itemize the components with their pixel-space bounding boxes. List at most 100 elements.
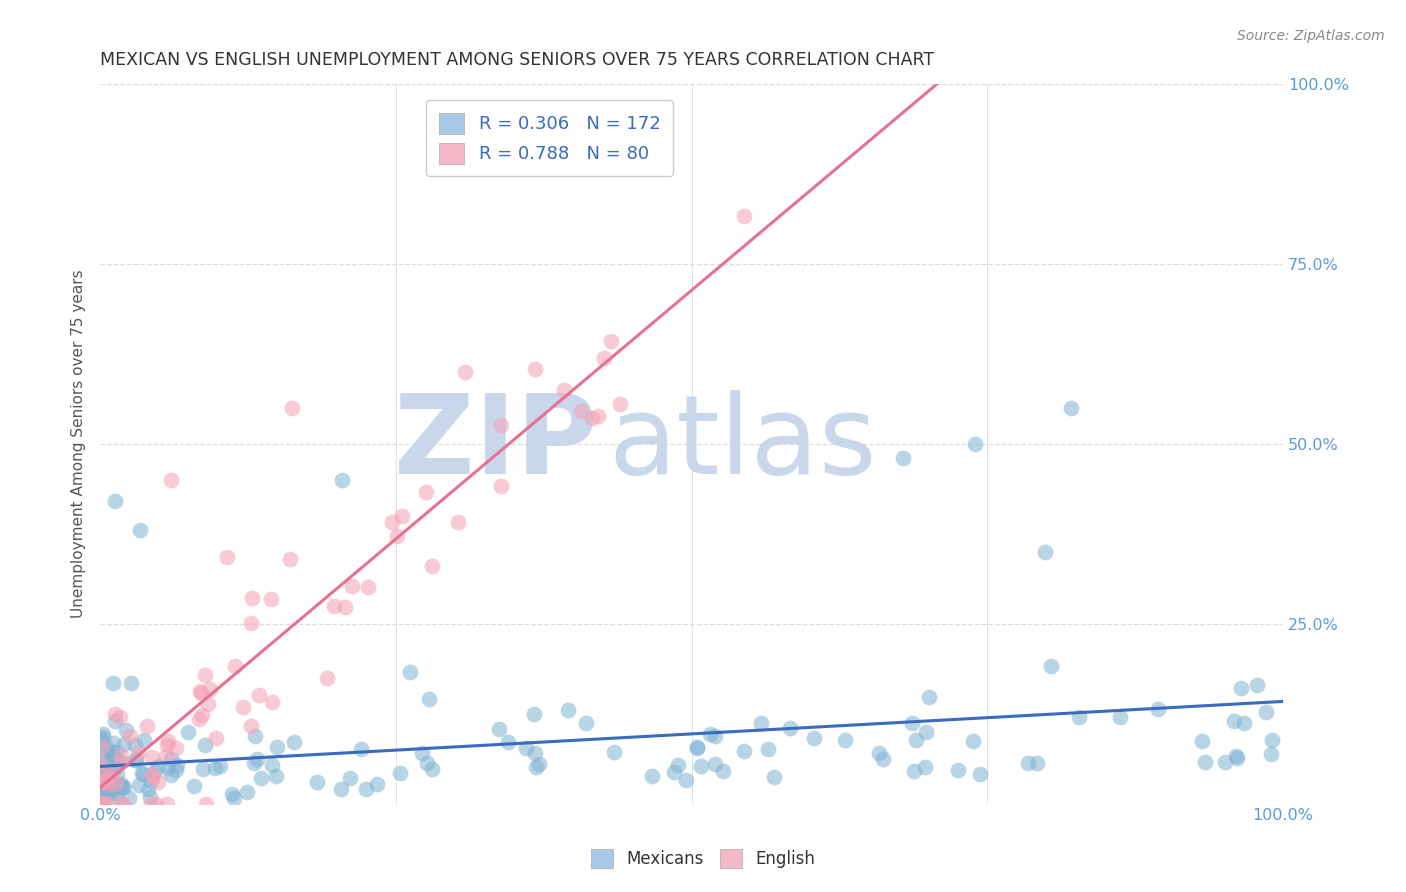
Point (488, 722, 510, 736)
Point (307, 775, 329, 789)
Point (101, 737, 124, 751)
Point (391, 508, 413, 523)
Point (1223, 714, 1246, 728)
Point (90, 797, 112, 811)
Point (90, 748, 112, 763)
Point (420, 762, 443, 776)
Point (342, 579, 364, 593)
Point (703, 729, 725, 743)
Point (90, 783, 112, 797)
Point (103, 750, 125, 764)
Point (177, 725, 200, 739)
Point (157, 733, 180, 747)
Point (96, 796, 118, 810)
Point (89, 797, 111, 811)
Point (250, 771, 273, 785)
Point (104, 776, 127, 790)
Point (188, 684, 211, 698)
Point (1017, 756, 1039, 770)
Point (124, 753, 146, 767)
Point (134, 733, 156, 747)
Point (165, 741, 187, 756)
Point (89, 731, 111, 745)
Point (93, 797, 115, 811)
Point (1226, 751, 1249, 765)
Point (204, 761, 226, 775)
Point (100, 750, 122, 764)
Point (205, 731, 228, 746)
Text: atlas: atlas (609, 391, 877, 498)
Point (155, 749, 177, 764)
Point (399, 665, 422, 680)
Point (139, 773, 162, 788)
Point (90, 782, 112, 797)
Point (496, 735, 519, 749)
Point (111, 780, 134, 794)
Point (100, 775, 122, 789)
Point (90, 770, 112, 784)
Point (135, 719, 157, 733)
Point (89, 769, 111, 783)
Point (969, 767, 991, 781)
Point (553, 384, 575, 398)
Point (110, 756, 132, 770)
Point (183, 779, 205, 793)
Point (89, 792, 111, 806)
Point (155, 797, 177, 811)
Point (90, 792, 112, 806)
Point (335, 599, 357, 614)
Point (125, 753, 148, 767)
Point (416, 756, 439, 771)
Point (733, 209, 755, 223)
Point (1039, 659, 1062, 673)
Point (315, 671, 337, 685)
Point (94, 773, 117, 788)
Point (91, 735, 114, 749)
Point (112, 738, 135, 752)
Point (515, 740, 537, 755)
Point (104, 786, 127, 800)
Point (260, 696, 283, 710)
Point (962, 734, 984, 748)
Point (105, 790, 128, 805)
Point (733, 744, 755, 758)
Point (127, 746, 149, 760)
Point (103, 752, 125, 766)
Y-axis label: Unemployment Among Seniors over 75 years: Unemployment Among Seniors over 75 years (72, 269, 86, 618)
Point (194, 668, 217, 682)
Point (1026, 756, 1049, 770)
Point (575, 716, 598, 731)
Point (524, 760, 547, 774)
Point (141, 750, 163, 764)
Point (891, 451, 914, 466)
Point (389, 766, 412, 780)
Point (527, 756, 550, 771)
Point (763, 770, 786, 784)
Point (98, 760, 121, 774)
Point (260, 592, 283, 607)
Point (749, 715, 772, 730)
Point (240, 719, 263, 733)
Point (108, 710, 131, 724)
Point (90, 797, 112, 811)
Point (453, 365, 475, 379)
Point (447, 516, 470, 530)
Point (165, 763, 187, 777)
Point (703, 757, 725, 772)
Point (1254, 705, 1277, 719)
Point (146, 759, 169, 773)
Point (195, 797, 218, 811)
Point (222, 790, 245, 805)
Text: MEXICAN VS ENGLISH UNEMPLOYMENT AMONG SENIORS OVER 75 YEARS CORRELATION CHART: MEXICAN VS ENGLISH UNEMPLOYMENT AMONG SE… (100, 51, 934, 69)
Point (101, 675, 124, 690)
Point (107, 778, 129, 792)
Point (381, 515, 404, 529)
Point (1146, 702, 1168, 716)
Point (128, 523, 150, 537)
Point (132, 766, 155, 780)
Point (91, 792, 114, 806)
Point (145, 797, 167, 811)
Point (686, 739, 709, 754)
Point (190, 686, 212, 700)
Point (141, 768, 163, 782)
